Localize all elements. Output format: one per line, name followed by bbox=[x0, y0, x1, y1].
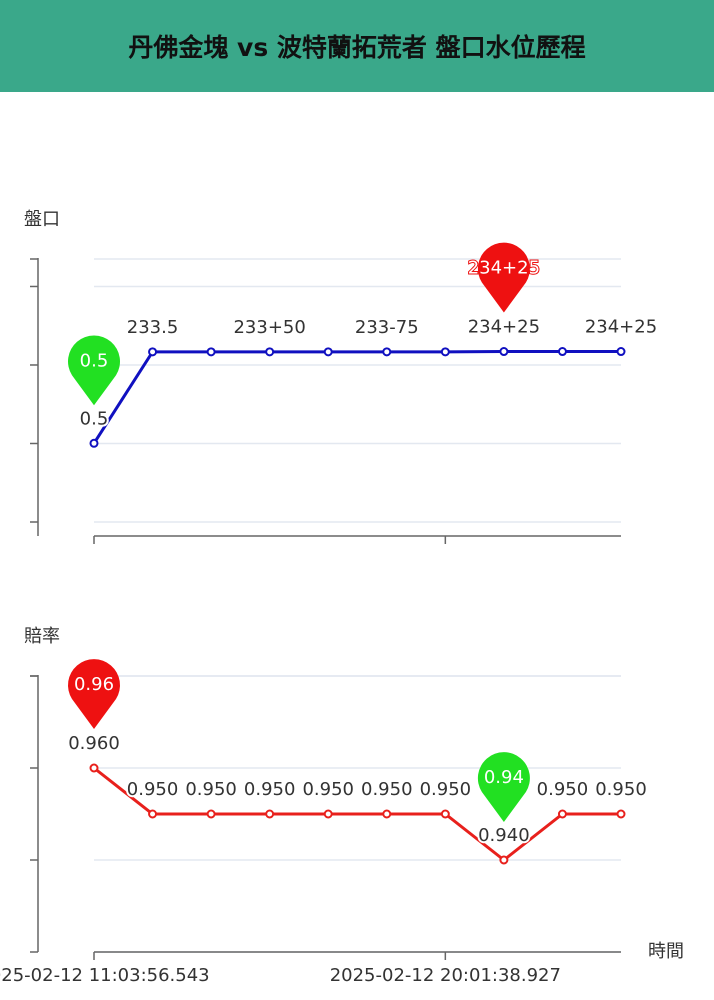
value-label: 0.950 bbox=[302, 779, 354, 800]
y-axis-label: 盤口 bbox=[24, 209, 60, 230]
pin-label: 0.96 bbox=[74, 674, 114, 695]
value-label: 0.5 bbox=[80, 408, 109, 429]
value-label: 0.950 bbox=[537, 779, 589, 800]
value-label: 0.950 bbox=[361, 779, 413, 800]
x-tick-label: 2025-02-12 20:01:38.927 bbox=[330, 965, 561, 986]
header: 丹佛金塊 vs 波特蘭拓荒者 盤口水位歷程 bbox=[0, 0, 714, 92]
pin bbox=[477, 752, 530, 822]
point bbox=[440, 809, 450, 819]
value-label: 0.950 bbox=[420, 779, 472, 800]
value-label: 0.940 bbox=[478, 825, 530, 846]
value-label: 234+25 bbox=[585, 317, 657, 338]
pin bbox=[68, 335, 121, 406]
value-label: 233+50 bbox=[233, 317, 305, 338]
point bbox=[616, 809, 626, 819]
point bbox=[323, 809, 333, 819]
pin bbox=[68, 659, 121, 729]
value-label: 0.960 bbox=[68, 733, 120, 754]
point bbox=[557, 809, 567, 819]
x-axis-label: 時間 bbox=[648, 941, 684, 962]
value-label: 0.950 bbox=[595, 779, 647, 800]
point bbox=[499, 855, 509, 865]
value-label: 0.950 bbox=[244, 779, 296, 800]
point bbox=[382, 347, 392, 357]
value-label: 0.950 bbox=[127, 779, 179, 800]
value-label: 0.950 bbox=[185, 779, 237, 800]
pin bbox=[477, 242, 530, 313]
point bbox=[148, 347, 158, 357]
line bbox=[92, 350, 621, 445]
value-label: 233.5 bbox=[127, 317, 179, 338]
value-label: 234+25 bbox=[468, 317, 540, 338]
point bbox=[557, 347, 567, 357]
point bbox=[206, 809, 216, 819]
point bbox=[148, 809, 158, 819]
point bbox=[382, 809, 392, 819]
y-axis-label: 賠率 bbox=[24, 626, 60, 647]
point bbox=[89, 438, 99, 448]
point bbox=[499, 347, 509, 357]
point bbox=[89, 763, 99, 773]
point bbox=[616, 347, 626, 357]
page-title: 丹佛金塊 vs 波特蘭拓荒者 盤口水位歷程 bbox=[128, 33, 586, 62]
x-tick-label: 2025-02-12 11:03:56.543 bbox=[0, 965, 210, 986]
point bbox=[265, 809, 275, 819]
point bbox=[265, 347, 275, 357]
value-label: 233-75 bbox=[355, 317, 419, 338]
line bbox=[93, 766, 621, 862]
point bbox=[323, 347, 333, 357]
point bbox=[440, 347, 450, 357]
point bbox=[206, 347, 216, 357]
pin-label: 0.94 bbox=[484, 767, 524, 788]
pin-label: 234+25 bbox=[468, 258, 540, 279]
pin-label: 0.5 bbox=[80, 350, 109, 371]
